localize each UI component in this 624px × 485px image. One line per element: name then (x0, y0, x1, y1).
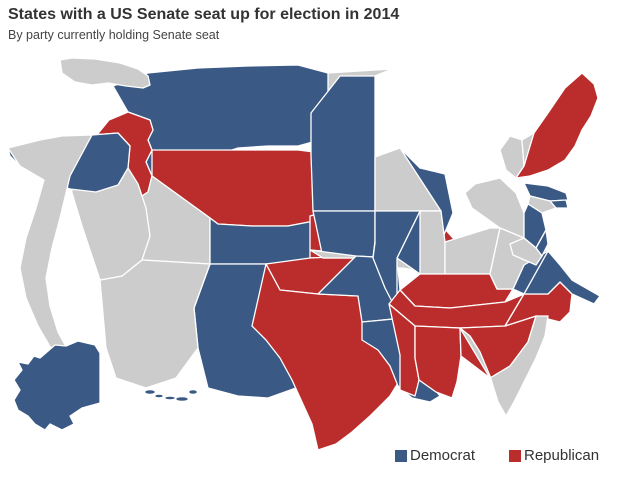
svg-text:Republican: Republican (524, 447, 599, 464)
svg-text:Democrat: Democrat (410, 447, 476, 464)
